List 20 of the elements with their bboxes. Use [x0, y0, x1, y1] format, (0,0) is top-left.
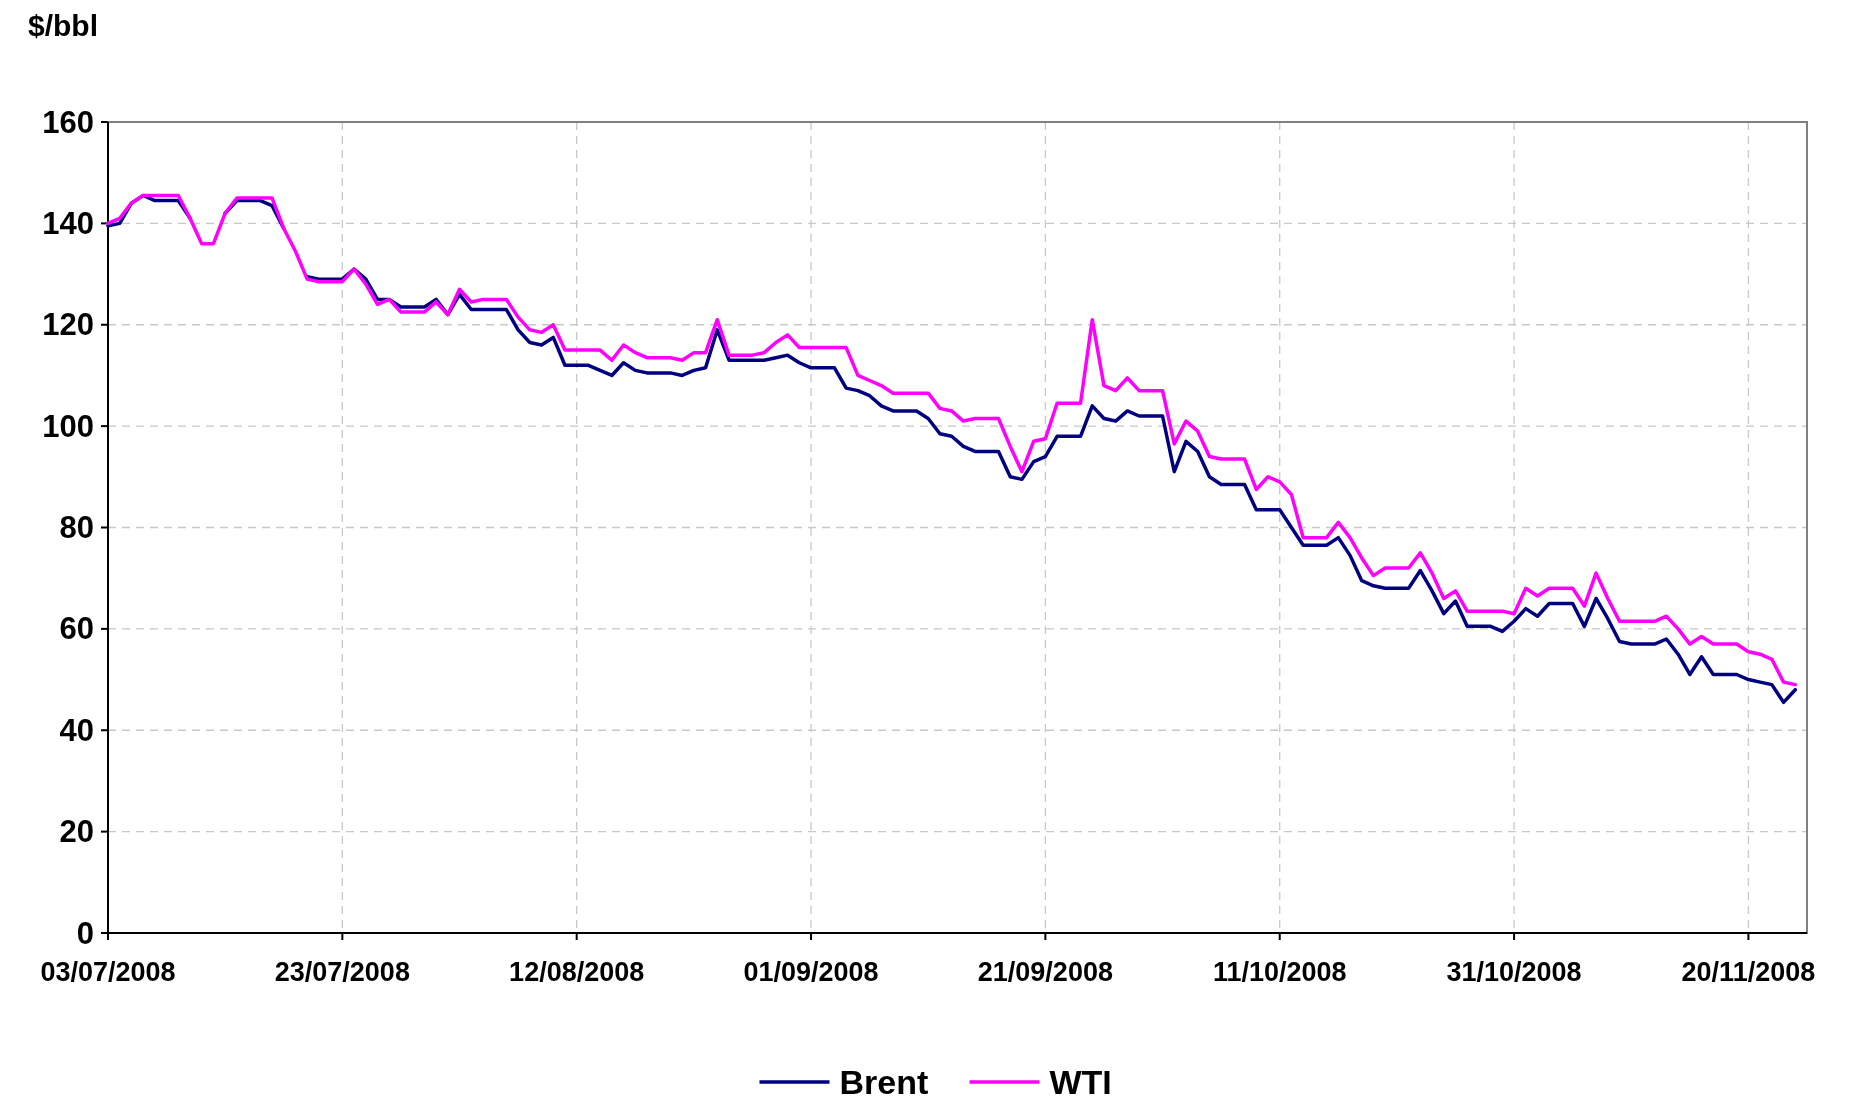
x-tick-label: 03/07/2008	[40, 957, 176, 987]
y-tick-label: 20	[59, 814, 94, 850]
y-tick-label: 140	[42, 205, 94, 241]
y-tick-label: 100	[42, 408, 94, 444]
x-tick-label: 20/11/2008	[1681, 957, 1816, 987]
y-tick-label: 40	[59, 712, 94, 748]
x-tick-label: 21/09/2008	[977, 957, 1113, 987]
legend-label: WTI	[1049, 1063, 1112, 1099]
y-tick-label: 120	[42, 307, 94, 343]
legend-label: Brent	[839, 1063, 929, 1099]
y-tick-label: 0	[76, 915, 94, 951]
x-tick-label: 01/09/2008	[743, 957, 879, 987]
x-tick-label: 11/10/2008	[1212, 957, 1347, 987]
x-tick-label: 23/07/2008	[274, 957, 410, 987]
y-tick-label: 60	[59, 611, 94, 647]
y-tick-label: 80	[59, 510, 94, 545]
y-axis-title: $/bbl	[28, 9, 99, 42]
x-tick-label: 31/10/2008	[1446, 957, 1582, 987]
y-tick-label: 160	[42, 104, 94, 140]
x-tick-label: 12/08/2008	[509, 957, 645, 987]
